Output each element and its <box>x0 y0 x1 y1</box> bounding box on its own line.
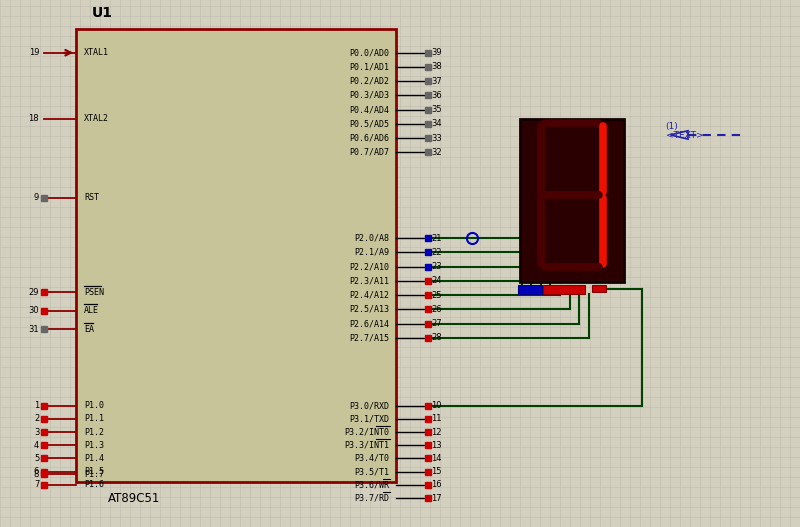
Text: P1.4: P1.4 <box>84 454 104 463</box>
Text: 11: 11 <box>431 414 442 424</box>
Text: 23: 23 <box>431 262 442 271</box>
Text: 26: 26 <box>431 305 442 314</box>
Text: RST: RST <box>84 193 99 202</box>
Text: U1: U1 <box>92 6 113 21</box>
Text: P3.0/RXD: P3.0/RXD <box>350 401 390 411</box>
Text: 32: 32 <box>431 148 442 157</box>
Text: P0.5/AD5: P0.5/AD5 <box>350 119 390 129</box>
Text: EA: EA <box>84 325 94 334</box>
Text: 22: 22 <box>431 248 442 257</box>
Text: P0.7/AD7: P0.7/AD7 <box>350 148 390 157</box>
Text: 5: 5 <box>34 454 39 463</box>
Text: P0.0/AD0: P0.0/AD0 <box>350 48 390 57</box>
Text: P1.3: P1.3 <box>84 441 104 450</box>
Text: P3.5/T1: P3.5/T1 <box>354 467 390 476</box>
Text: 37: 37 <box>431 76 442 86</box>
Text: P2.4/A12: P2.4/A12 <box>350 290 390 300</box>
Text: 10: 10 <box>431 401 442 411</box>
Text: 24: 24 <box>431 276 442 286</box>
Text: P2.6/A14: P2.6/A14 <box>350 319 390 328</box>
Text: P0.2/AD2: P0.2/AD2 <box>350 76 390 86</box>
Text: 28: 28 <box>431 333 442 343</box>
Text: P3.3/INT1: P3.3/INT1 <box>345 441 390 450</box>
Text: 3: 3 <box>34 427 39 437</box>
Text: 25: 25 <box>431 290 442 300</box>
Text: 6: 6 <box>34 467 39 476</box>
Text: 39: 39 <box>431 48 442 57</box>
Text: P2.0/A8: P2.0/A8 <box>354 233 390 243</box>
Text: 36: 36 <box>431 91 442 100</box>
Text: ALE: ALE <box>84 306 99 316</box>
Text: 29: 29 <box>29 288 39 297</box>
Text: 18: 18 <box>29 114 39 123</box>
Bar <box>592 285 606 292</box>
Text: P0.1/AD1: P0.1/AD1 <box>350 62 390 72</box>
Text: 4: 4 <box>34 441 39 450</box>
Bar <box>518 285 542 294</box>
Text: 12: 12 <box>431 427 442 437</box>
Bar <box>543 285 585 294</box>
Text: P2.7/A15: P2.7/A15 <box>350 333 390 343</box>
Text: P1.0: P1.0 <box>84 401 104 411</box>
Text: 16: 16 <box>431 480 442 490</box>
Text: (1): (1) <box>666 122 678 131</box>
Text: 34: 34 <box>431 119 442 129</box>
Text: 14: 14 <box>431 454 442 463</box>
Text: P0.3/AD3: P0.3/AD3 <box>350 91 390 100</box>
Text: <TEXT>: <TEXT> <box>666 131 703 140</box>
Text: P3.6/WR: P3.6/WR <box>354 480 390 490</box>
Text: P3.4/T0: P3.4/T0 <box>354 454 390 463</box>
Text: 2: 2 <box>34 414 39 424</box>
Text: P1.6: P1.6 <box>84 480 104 490</box>
Text: P2.1/A9: P2.1/A9 <box>354 248 390 257</box>
Text: 33: 33 <box>431 133 442 143</box>
Text: 30: 30 <box>29 306 39 316</box>
Text: P0.4/AD4: P0.4/AD4 <box>350 105 390 114</box>
Text: XTAL1: XTAL1 <box>84 48 109 57</box>
Text: 1: 1 <box>34 401 39 411</box>
Text: P2.5/A13: P2.5/A13 <box>350 305 390 314</box>
Text: P2.2/A10: P2.2/A10 <box>350 262 390 271</box>
Text: P1.5: P1.5 <box>84 467 104 476</box>
Text: AT89C51: AT89C51 <box>108 492 160 505</box>
Text: 17: 17 <box>431 493 442 503</box>
Text: 38: 38 <box>431 62 442 72</box>
Text: P3.2/INT0: P3.2/INT0 <box>345 427 390 437</box>
Text: 13: 13 <box>431 441 442 450</box>
Text: 31: 31 <box>29 325 39 334</box>
Text: XTAL2: XTAL2 <box>84 114 109 123</box>
Text: P1.2: P1.2 <box>84 427 104 437</box>
Text: P0.6/AD6: P0.6/AD6 <box>350 133 390 143</box>
Text: 8: 8 <box>34 470 39 479</box>
Text: P1.1: P1.1 <box>84 414 104 424</box>
Text: 9: 9 <box>34 193 39 202</box>
Text: 27: 27 <box>431 319 442 328</box>
Text: P3.7/RD: P3.7/RD <box>354 493 390 503</box>
Bar <box>520 119 624 282</box>
Bar <box>76 29 396 482</box>
Text: 19: 19 <box>29 48 39 57</box>
Text: 15: 15 <box>431 467 442 476</box>
Text: 21: 21 <box>431 233 442 243</box>
Text: 7: 7 <box>34 480 39 490</box>
Text: P1.7: P1.7 <box>84 470 104 479</box>
Text: P3.1/TXD: P3.1/TXD <box>350 414 390 424</box>
Text: PSEN: PSEN <box>84 288 104 297</box>
Text: P2.3/A11: P2.3/A11 <box>350 276 390 286</box>
Text: 35: 35 <box>431 105 442 114</box>
